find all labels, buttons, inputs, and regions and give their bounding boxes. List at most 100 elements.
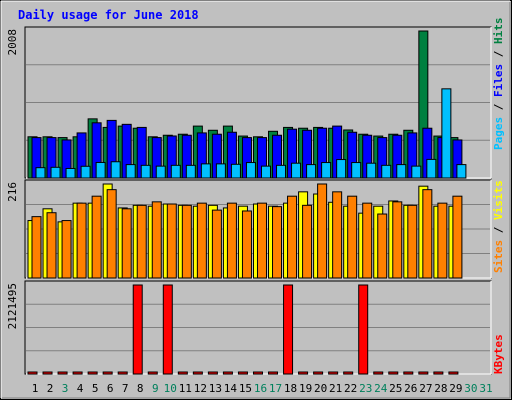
bar-sites-day-24 [377, 213, 388, 279]
legend-hits: Hits [492, 18, 505, 45]
bar-sites-day-18 [287, 195, 298, 279]
bar-pages-day-7 [125, 164, 136, 179]
x-tick-label: 10 [164, 382, 177, 395]
bar-sites-day-28 [437, 202, 448, 279]
bar-pages-day-18 [291, 162, 302, 179]
bar-sites-day-4 [76, 202, 87, 279]
bar-pages-day-6 [110, 161, 121, 179]
x-tick-label: 21 [329, 382, 342, 395]
chart-title: Daily usage for June 2018 [18, 8, 199, 22]
bar-pages-day-16 [260, 165, 271, 179]
x-tick-label: 3 [62, 382, 69, 395]
legend-bottom: KBytes [492, 334, 505, 374]
bar-sites-day-11 [181, 204, 192, 279]
chart-panels: 2008 Pages / Files / Hits 216 Sites / Visit… [6, 18, 505, 375]
bar-sites-day-5 [91, 195, 102, 279]
series-sites [31, 183, 463, 279]
bar-pages-day-12 [200, 163, 211, 179]
bar-pages-day-3 [65, 167, 76, 179]
x-tick-label: 13 [209, 382, 222, 395]
bar-pages-day-15 [245, 162, 256, 179]
bar-sites-day-8 [136, 204, 147, 279]
legend-sites: Sites [492, 240, 505, 273]
bar-pages-day-23 [366, 162, 377, 179]
bar-pages-day-21 [336, 159, 347, 179]
bar-sites-day-12 [196, 202, 207, 279]
bar-sites-day-26 [407, 204, 418, 279]
x-tick-label: 30 [464, 382, 477, 395]
bar-pages-day-22 [351, 162, 362, 179]
legend-pages: Pages [492, 117, 505, 150]
bar-kbytes-day-14 [222, 371, 233, 375]
bar-sites-day-23 [362, 202, 373, 279]
bar-kbytes-day-29 [448, 371, 459, 375]
x-tick-label: 22 [344, 382, 357, 395]
bar-pages-day-5 [95, 161, 106, 179]
x-tick-label: 9 [152, 382, 159, 395]
bar-kbytes-day-1 [27, 371, 38, 375]
x-tick-label: 26 [404, 382, 417, 395]
x-tick-label: 5 [92, 382, 99, 395]
x-tick-label: 1 [32, 382, 39, 395]
bar-kbytes-day-21 [328, 371, 339, 375]
x-tick-label: 17 [269, 382, 282, 395]
bar-kbytes-day-16 [252, 371, 263, 375]
bar-kbytes-day-5 [87, 371, 98, 375]
bar-pages-day-9 [155, 165, 166, 179]
bar-sites-day-19 [302, 204, 313, 279]
bar-pages-day-28 [441, 88, 452, 179]
bar-pages-day-26 [411, 165, 422, 179]
x-tick-label: 23 [359, 382, 372, 395]
y-max-label: 216 [6, 182, 19, 202]
x-tick-label: 29 [449, 382, 462, 395]
x-tick-label: 25 [389, 382, 402, 395]
x-tick-label: 31 [479, 382, 492, 395]
bar-pages-day-1 [35, 167, 46, 179]
x-tick-label: 11 [179, 382, 192, 395]
legend-kbytes: KBytes [492, 334, 505, 374]
x-tick-label: 27 [419, 382, 432, 395]
bar-pages-day-4 [80, 165, 91, 179]
legend-middle: Sites / Visits [492, 180, 505, 273]
legend-visits: Visits [492, 180, 505, 220]
bar-sites-day-17 [272, 206, 283, 279]
bar-pages-day-24 [381, 164, 392, 179]
bar-sites-day-29 [452, 195, 463, 279]
bar-pages-day-13 [215, 163, 226, 179]
legend-files: Files [492, 64, 505, 97]
series-kbytes [27, 284, 459, 375]
x-tick-label: 7 [122, 382, 129, 395]
bar-sites-day-27 [422, 189, 433, 279]
y-max-label: 2008 [6, 29, 19, 56]
panel-top: 2008 Pages / Files / Hits [6, 18, 505, 179]
legend-top: Pages / Files / Hits [492, 18, 505, 151]
bar-kbytes-day-23 [358, 284, 369, 375]
legend-separator: / [492, 44, 505, 64]
bar-kbytes-day-24 [373, 371, 384, 375]
bar-pages-day-25 [396, 164, 407, 179]
x-tick-label: 18 [284, 382, 297, 395]
bar-kbytes-day-27 [418, 371, 429, 375]
bar-sites-day-13 [211, 209, 222, 279]
bar-kbytes-day-25 [388, 371, 399, 375]
x-tick-label: 24 [374, 382, 388, 395]
bar-pages-day-14 [230, 163, 241, 179]
bar-kbytes-day-12 [192, 371, 203, 375]
bar-sites-day-10 [166, 203, 177, 279]
x-tick-label: 16 [254, 382, 267, 395]
bar-kbytes-day-13 [207, 371, 218, 375]
x-tick-label: 6 [107, 382, 114, 395]
bar-sites-day-6 [106, 189, 117, 279]
bar-kbytes-day-19 [298, 371, 309, 375]
bar-kbytes-day-3 [57, 371, 68, 375]
bar-sites-day-15 [241, 210, 252, 279]
bar-kbytes-day-2 [42, 371, 53, 375]
bar-kbytes-day-7 [117, 371, 128, 375]
bar-pages-day-8 [140, 164, 151, 179]
x-tick-label: 12 [194, 382, 207, 395]
panel-bottom: 2121495 KBytes [6, 280, 505, 375]
bar-pages-day-29 [456, 164, 467, 179]
bar-sites-day-1 [31, 216, 42, 279]
series-pages [35, 88, 467, 179]
